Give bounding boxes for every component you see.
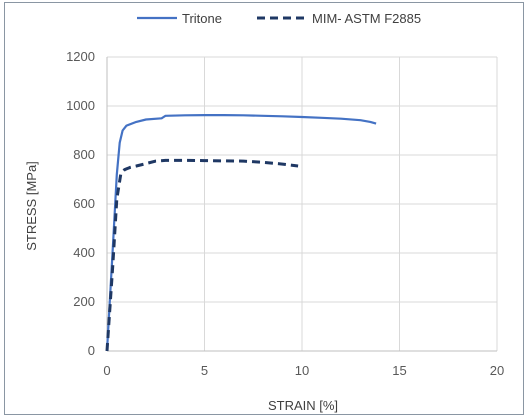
x-tick-label: 10 (295, 363, 309, 378)
y-tick-label: 0 (88, 343, 95, 358)
y-axis-title: STRESS [MPa] (24, 161, 39, 251)
grid-lines (107, 56, 498, 351)
chart-frame (4, 2, 524, 415)
x-axis-title: STRAIN [%] (268, 398, 338, 413)
x-tick-label: 20 (490, 363, 504, 378)
y-tick-label: 600 (73, 196, 95, 211)
x-tick-label: 5 (201, 363, 208, 378)
axes: 0 200 400 600 800 1000 1200 0 5 10 15 20 (66, 49, 504, 378)
series-lines (105, 114, 377, 352)
y-tick-label: 400 (73, 245, 95, 260)
x-tick-label: 0 (103, 363, 110, 378)
legend-label-1: Tritone (182, 11, 222, 26)
y-tick-label: 800 (73, 147, 95, 162)
series-line-2 (105, 158, 299, 352)
y-tick-label: 1000 (66, 98, 95, 113)
series-line-1 (105, 114, 377, 352)
y-tick-label: 1200 (66, 49, 95, 64)
legend-label-2: MIM- ASTM F2885 (312, 11, 421, 26)
legend: Tritone MIM- ASTM F2885 (137, 11, 421, 26)
y-tick-label: 200 (73, 294, 95, 309)
x-tick-label: 15 (392, 363, 406, 378)
